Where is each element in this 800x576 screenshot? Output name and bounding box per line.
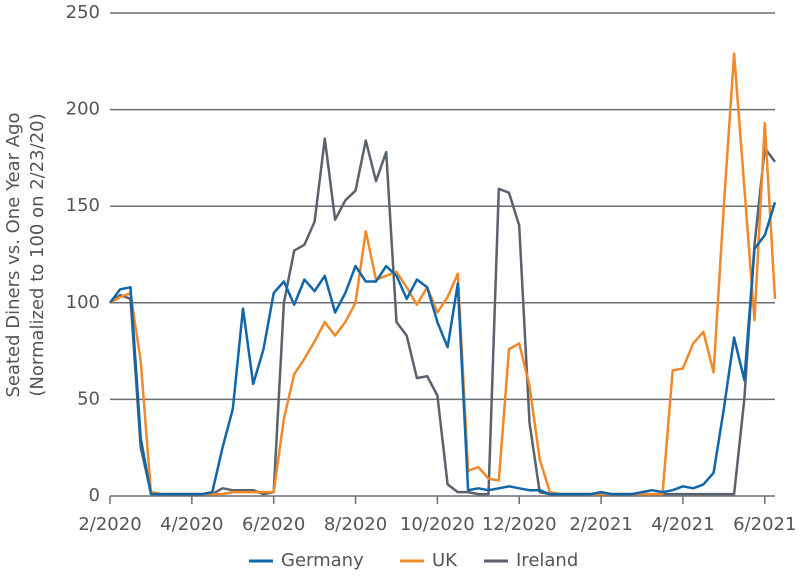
legend-label: UK: [432, 550, 458, 571]
x-tick-label: 6/2020: [242, 514, 305, 535]
legend-label: Germany: [281, 550, 364, 571]
y-tick-label: 100: [66, 292, 100, 313]
y-tick-label: 250: [66, 2, 100, 23]
x-tick-label: 2/2021: [569, 514, 632, 535]
x-tick-label: 4/2021: [651, 514, 714, 535]
x-tick-label: 4/2020: [160, 514, 223, 535]
series-line: [109, 52, 777, 496]
y-tick-label: 150: [66, 195, 100, 216]
x-tick-label: 10/2020: [400, 514, 475, 535]
y-axis-label: Seated Diners vs. One Year Ago: [3, 112, 24, 397]
series-line: [109, 201, 777, 496]
series-line: [109, 137, 776, 496]
legend-label: Ireland: [516, 550, 578, 571]
y-tick-label: 200: [66, 99, 100, 120]
x-tick-label: 8/2020: [324, 514, 387, 535]
y-tick-label: 0: [89, 485, 100, 506]
x-tick-label: 6/2021: [733, 514, 796, 535]
x-tick-label: 12/2020: [482, 514, 557, 535]
x-tick-label: 2/2020: [78, 514, 141, 535]
y-tick-label: 50: [77, 388, 100, 409]
y-axis-label: (Normalized to 100 on 2/23/20): [27, 113, 48, 396]
